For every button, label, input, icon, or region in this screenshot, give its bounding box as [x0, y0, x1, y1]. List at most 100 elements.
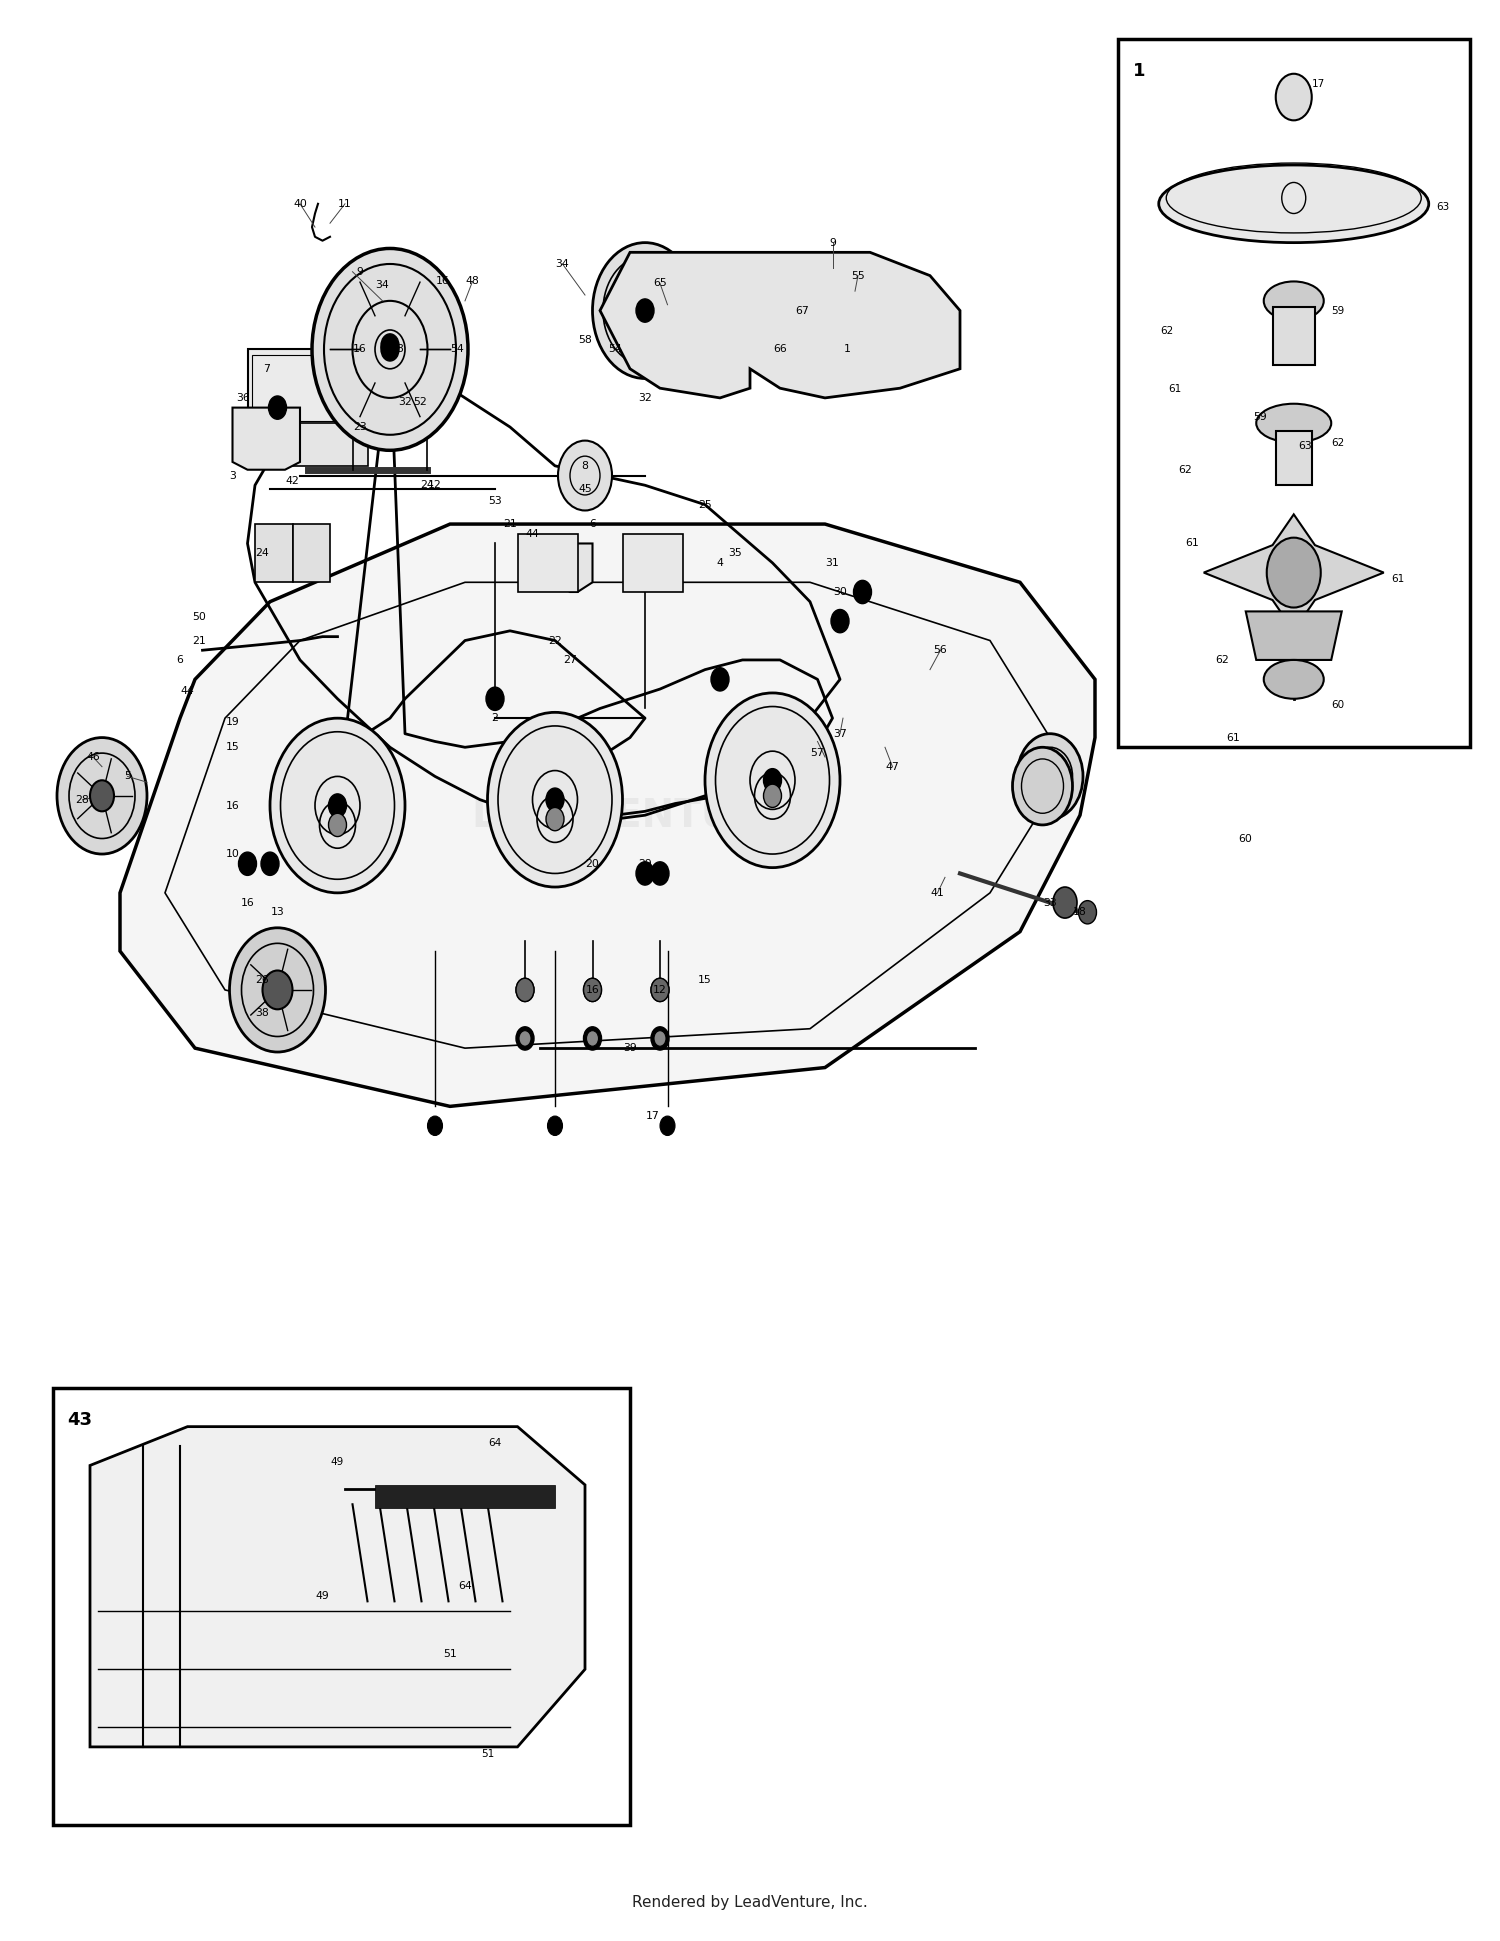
Text: 63: 63: [1298, 441, 1312, 452]
Polygon shape: [1203, 514, 1384, 631]
Circle shape: [636, 862, 654, 885]
Polygon shape: [90, 1427, 585, 1747]
Text: 47: 47: [885, 761, 900, 773]
Text: 58: 58: [578, 334, 592, 345]
Circle shape: [90, 780, 114, 811]
Polygon shape: [1245, 611, 1341, 660]
Bar: [518, 534, 578, 592]
Text: 8: 8: [582, 460, 588, 472]
Text: 65: 65: [652, 278, 668, 289]
Text: 25: 25: [698, 499, 712, 510]
Text: 14: 14: [260, 858, 274, 870]
Circle shape: [262, 970, 292, 1009]
Text: 67: 67: [795, 305, 810, 316]
Text: 62: 62: [1178, 464, 1192, 476]
Text: 54: 54: [608, 344, 622, 355]
Circle shape: [230, 928, 326, 1052]
Text: 61: 61: [1226, 732, 1240, 743]
Circle shape: [711, 668, 729, 691]
Circle shape: [516, 978, 534, 1002]
Text: 34: 34: [375, 280, 390, 291]
Bar: [53, 1388, 630, 1825]
Text: 49: 49: [332, 1458, 344, 1467]
Text: 44: 44: [180, 685, 195, 697]
Circle shape: [651, 978, 669, 1002]
Circle shape: [765, 771, 780, 790]
Bar: [375, 1485, 555, 1508]
Text: 55: 55: [850, 270, 865, 281]
Text: 6: 6: [177, 654, 183, 666]
Text: 10: 10: [225, 848, 240, 860]
Text: 46: 46: [86, 751, 100, 763]
Text: 62: 62: [1161, 326, 1174, 336]
Text: 43: 43: [68, 1411, 93, 1429]
Text: 29: 29: [638, 858, 652, 870]
Circle shape: [270, 718, 405, 893]
Circle shape: [381, 334, 399, 357]
Text: 48: 48: [465, 276, 480, 287]
Circle shape: [660, 1116, 675, 1135]
Circle shape: [261, 852, 279, 875]
Circle shape: [330, 796, 345, 815]
Text: 12: 12: [427, 479, 442, 491]
Text: 44: 44: [525, 528, 540, 540]
Text: 16: 16: [240, 897, 255, 908]
Circle shape: [831, 609, 849, 633]
Bar: [1118, 39, 1470, 747]
Circle shape: [1053, 887, 1077, 918]
Text: 41: 41: [930, 887, 945, 899]
Text: 62: 62: [1332, 439, 1344, 448]
Text: 1: 1: [844, 344, 850, 355]
Text: 28: 28: [75, 794, 90, 806]
Text: 62: 62: [1215, 654, 1230, 666]
Text: 2: 2: [492, 712, 498, 724]
Ellipse shape: [1263, 281, 1323, 320]
Text: 13: 13: [270, 906, 285, 918]
Text: 23: 23: [352, 421, 368, 433]
Text: 50: 50: [192, 611, 207, 623]
Text: 54: 54: [450, 344, 465, 355]
Circle shape: [1013, 747, 1072, 825]
Text: 39: 39: [622, 1042, 638, 1054]
Bar: [1275, 431, 1311, 485]
Text: 37: 37: [833, 728, 848, 740]
Polygon shape: [600, 252, 960, 398]
Text: 64: 64: [458, 1580, 472, 1592]
Text: 59: 59: [1252, 411, 1268, 423]
Circle shape: [516, 978, 534, 1002]
Text: 4: 4: [717, 557, 723, 569]
Circle shape: [853, 580, 871, 604]
Text: 58: 58: [390, 344, 405, 355]
Text: 57: 57: [810, 747, 825, 759]
Text: 42: 42: [285, 476, 300, 487]
Text: 40: 40: [292, 198, 308, 210]
Text: 31: 31: [825, 557, 840, 569]
Text: 33: 33: [1042, 897, 1058, 908]
Text: 21: 21: [192, 635, 207, 646]
Text: 19: 19: [225, 716, 240, 728]
Circle shape: [592, 243, 698, 378]
Text: 16: 16: [585, 984, 600, 996]
Text: 32: 32: [638, 392, 652, 404]
Text: 45: 45: [578, 483, 592, 495]
Text: 38: 38: [255, 1007, 270, 1019]
Text: 1: 1: [1132, 62, 1144, 80]
Bar: [255, 524, 292, 582]
Text: 59: 59: [1332, 307, 1344, 316]
Circle shape: [516, 1027, 534, 1050]
Text: 53: 53: [488, 495, 502, 507]
Circle shape: [427, 1116, 442, 1135]
Text: 61: 61: [1185, 538, 1200, 549]
Text: 16: 16: [352, 344, 368, 355]
Text: 17: 17: [1311, 80, 1324, 89]
Circle shape: [546, 807, 564, 831]
Text: 34: 34: [555, 258, 570, 270]
Text: 60: 60: [1332, 701, 1344, 710]
Circle shape: [651, 978, 669, 1002]
Circle shape: [651, 1027, 669, 1050]
Text: 61: 61: [1168, 384, 1182, 394]
Polygon shape: [232, 408, 300, 470]
Text: 15: 15: [698, 974, 712, 986]
Circle shape: [586, 1031, 598, 1046]
Text: 61: 61: [1392, 575, 1404, 584]
